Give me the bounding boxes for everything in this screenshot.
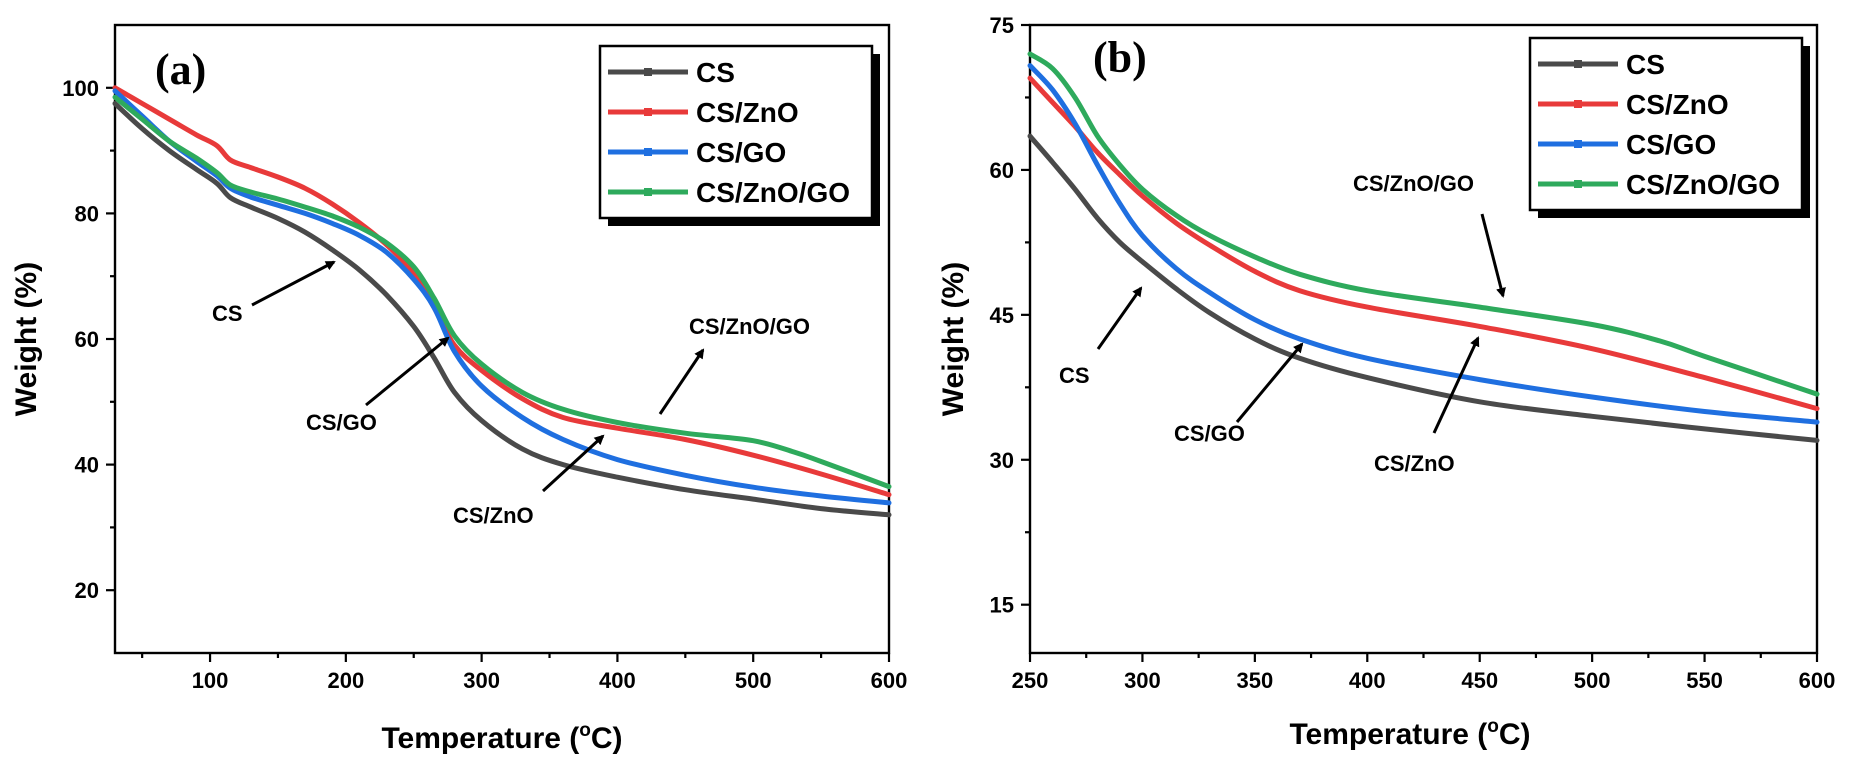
y-tick-label-a: 40 (75, 453, 99, 478)
legend-label: CS/ZnO (1626, 89, 1729, 120)
y-axis-label-a: Weight (%) (10, 262, 43, 416)
y-tick-label-b: 60 (990, 158, 1014, 183)
legend-item-cs-go-a: CS/GO (608, 137, 786, 168)
x-tick-label-b: 600 (1799, 668, 1836, 693)
x-axis-label-b: Temperature (oC) (1289, 716, 1530, 751)
legend-label: CS/ZnO/GO (696, 177, 850, 208)
series-line-cs-zno-go-a (112, 94, 892, 490)
annotation-arrow-csgo-b (1235, 342, 1304, 423)
legend-item-cs-b: CS (1538, 49, 1665, 80)
legend-marker (644, 68, 652, 76)
annotation-arrow-cs-b (1096, 286, 1143, 350)
legend-b: CS CS/ZnO CS/GO CS/ZnO/GO (1528, 36, 1810, 218)
annotation-arrow-csznO-b (1432, 336, 1480, 434)
annotation-csgo-a: CS/GO (306, 410, 377, 435)
x-tick-label-b: 450 (1461, 668, 1498, 693)
annotation-csznO-a: CS/ZnO (453, 503, 534, 528)
x-tick-label-a: 400 (599, 668, 636, 693)
x-tick-label-a: 500 (735, 668, 772, 693)
x-tick-label-b: 550 (1686, 668, 1723, 693)
legend-item-cs-zno-go-a: CS/ZnO/GO (608, 177, 850, 208)
legend-marker (1574, 180, 1582, 188)
x-tick-label-b: 500 (1574, 668, 1611, 693)
panel-label-a: (a) (155, 45, 206, 94)
annotation-csznO-b: CS/ZnO (1374, 451, 1455, 476)
series-line-cs-go-b (1027, 63, 1820, 425)
y-tick-label-a: 100 (62, 76, 99, 101)
legend-item-cs-a: CS (608, 57, 735, 88)
legend-label: CS/ZnO/GO (1626, 169, 1780, 200)
legend-label: CS (1626, 49, 1665, 80)
x-tick-label-a: 600 (871, 668, 908, 693)
x-tick-label-b: 250 (1012, 668, 1049, 693)
series-line-cs-b (1027, 133, 1820, 443)
x-tick-label-a: 300 (463, 668, 500, 693)
annotations-b: CS CS/GO CS/ZnO CS/ZnO/GO (1059, 171, 1506, 476)
legend-item-cs-zno-go-b: CS/ZnO/GO (1538, 169, 1780, 200)
legend-marker (644, 188, 652, 196)
legend-label: CS (696, 57, 735, 88)
x-tick-label-b: 350 (1236, 668, 1273, 693)
series-lines-a (112, 85, 892, 518)
annotation-arrow-cs-a (251, 260, 336, 307)
x-tick-label-b: 400 (1349, 668, 1386, 693)
series-lines-b (1027, 51, 1820, 443)
annotation-csznOgo-b: CS/ZnO/GO (1353, 171, 1474, 196)
axis-ticks-b: 250 300 350 400 450 500 550 600 15 30 45 60 75 (990, 13, 1836, 693)
legend-marker (1574, 60, 1582, 68)
series-line-cs-zno-go-b (1027, 51, 1820, 397)
annotation-arrow-csgo-a (365, 336, 450, 407)
legend-label: CS/GO (1626, 129, 1716, 160)
legend-item-cs-zno-b: CS/ZnO (1538, 89, 1729, 120)
panel-label-b: (b) (1093, 33, 1147, 82)
annotation-csgo-b: CS/GO (1174, 421, 1245, 446)
legend-item-cs-zno-a: CS/ZnO (608, 97, 799, 128)
y-tick-label-a: 60 (75, 327, 99, 352)
annotation-arrow-csznOgo-a (658, 348, 705, 415)
series-line-cs-a (112, 101, 892, 518)
axis-ticks-a: 100 200 300 400 500 600 20 40 60 80 100 (62, 76, 907, 693)
panel-b: 250 300 350 400 450 500 550 600 15 30 45 60 75 (b) T… (937, 13, 1835, 751)
y-tick-label-a: 80 (75, 201, 99, 226)
series-line-cs-zno-b (1027, 75, 1820, 412)
legend-item-cs-go-b: CS/GO (1538, 129, 1716, 160)
y-tick-label-a: 20 (75, 578, 99, 603)
x-axis-label-a: Temperature (oC) (381, 720, 622, 755)
y-tick-label-b: 15 (990, 593, 1014, 618)
y-tick-label-b: 45 (990, 303, 1014, 328)
x-tick-label-a: 200 (327, 668, 364, 693)
panel-a: 100 200 300 400 500 600 20 40 60 80 100 (a) Temper… (10, 23, 907, 755)
y-tick-label-b: 30 (990, 448, 1014, 473)
legend-label: CS/ZnO (696, 97, 799, 128)
legend-label: CS/GO (696, 137, 786, 168)
series-line-cs-go-a (112, 88, 892, 506)
annotation-cs-a: CS (212, 301, 243, 326)
y-tick-label-b: 75 (990, 13, 1014, 38)
annotations-a: CS CS/GO CS/ZnO CS/ZnO/GO (212, 260, 810, 528)
x-tick-label-a: 100 (192, 668, 229, 693)
legend-a: CS CS/ZnO CS/GO CS/ZnO/GO (598, 44, 880, 226)
legend-marker (1574, 100, 1582, 108)
annotation-arrow-csznO-a (541, 434, 605, 493)
y-axis-label-b: Weight (%) (937, 262, 970, 416)
legend-marker (1574, 140, 1582, 148)
annotation-csznOgo-a: CS/ZnO/GO (689, 314, 810, 339)
annotation-arrow-csznOgo-b (1480, 213, 1506, 298)
annotation-cs-b: CS (1059, 363, 1090, 388)
x-tick-label-b: 300 (1124, 668, 1161, 693)
legend-marker (644, 108, 652, 116)
legend-marker (644, 148, 652, 156)
